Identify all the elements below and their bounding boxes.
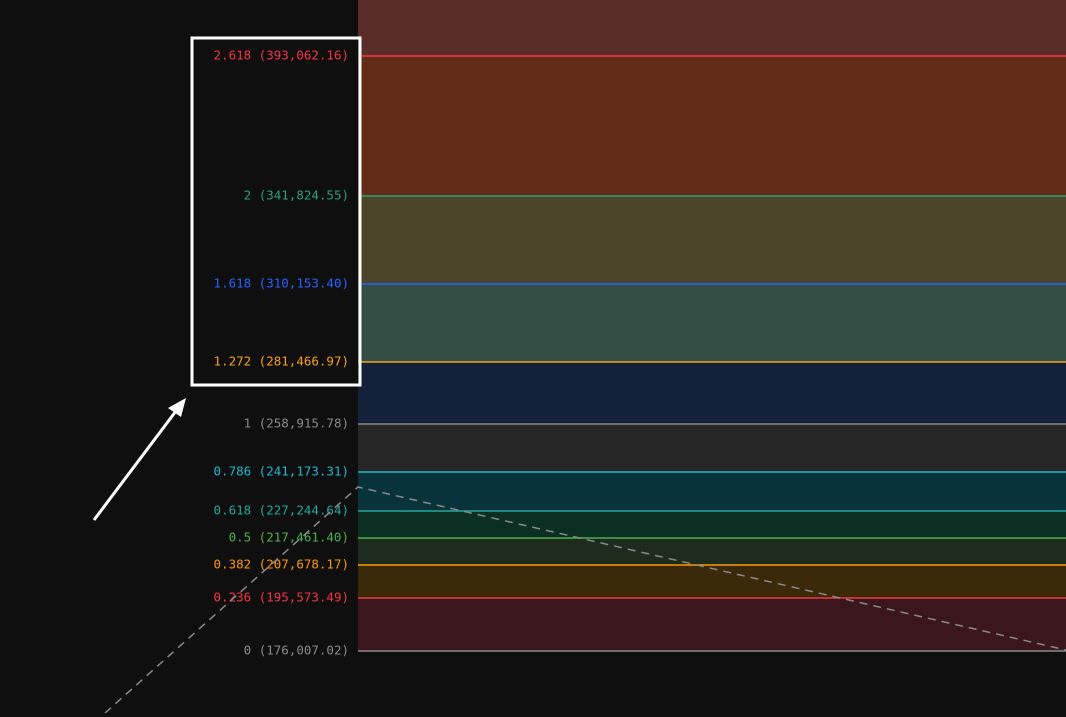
fib-label: 1.272 (281,466.97) (214, 354, 349, 369)
fib-label: 0 (176,007.02) (244, 643, 349, 658)
fib-label: 0.786 (241,173.31) (214, 464, 349, 479)
fib-label: 0.618 (227,244.64) (214, 503, 349, 518)
trend-line (104, 486, 1066, 714)
fib-band (358, 511, 1066, 538)
fib-band (358, 362, 1066, 424)
arrow-head (168, 398, 186, 417)
arrow-shaft (92, 410, 178, 521)
fib-label: 1 (258,915.78) (244, 416, 349, 431)
fib-band (358, 538, 1066, 565)
fib-band (358, 0, 1066, 56)
highlight-box (190, 36, 362, 387)
fib-label: 1.618 (310,153.40) (214, 276, 349, 291)
fib-label: 2.618 (393,062.16) (214, 48, 349, 63)
fib-band (358, 598, 1066, 651)
fib-band (358, 472, 1066, 511)
fib-label: 0.236 (195,573.49) (214, 590, 349, 605)
fib-band (358, 56, 1066, 196)
fib-band (358, 284, 1066, 362)
fib-levels: 2.618 (393,062.16) 2 (341,824.55) 1.618 (3… (214, 48, 1066, 658)
fib-label: 0.5 (217,461.40) (229, 530, 349, 545)
fib-label: 2 (341,824.55) (244, 188, 349, 203)
fib-band (358, 196, 1066, 284)
fib-band (358, 565, 1066, 598)
fib-bands (358, 0, 1066, 651)
fib-band (358, 424, 1066, 472)
fib-label: 0.382 (207,678.17) (214, 557, 349, 572)
